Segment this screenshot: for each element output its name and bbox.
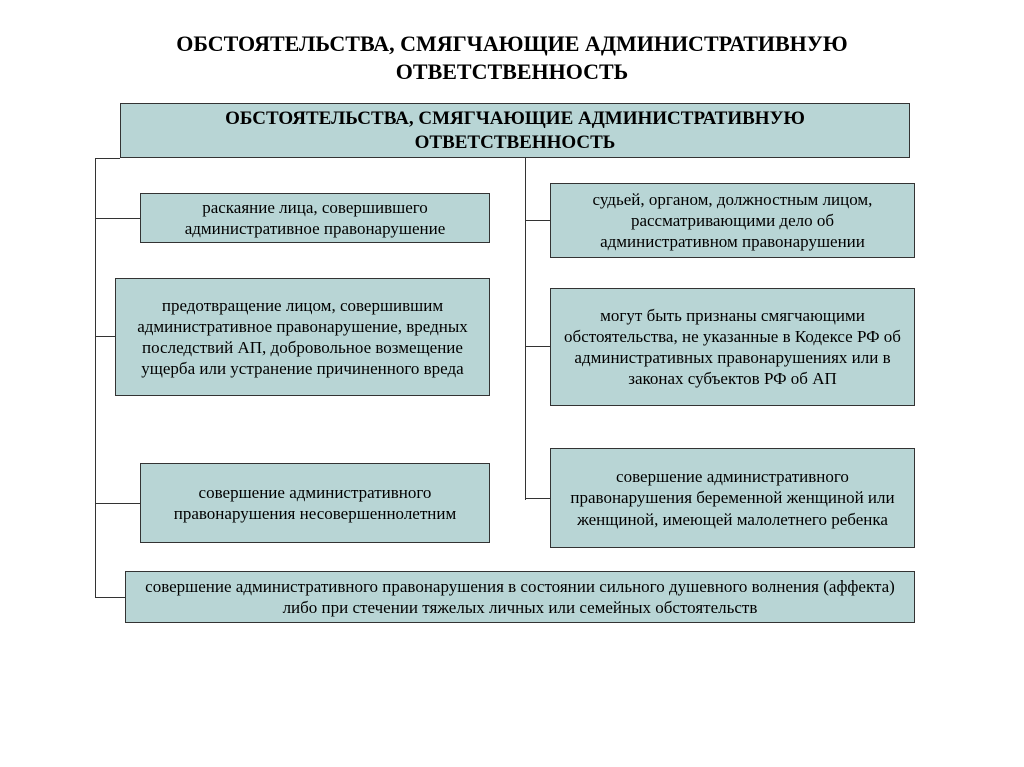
page-title: ОБСТОЯТЕЛЬСТВА, СМЯГЧАЮЩИЕ АДМИНИСТРАТИВ… <box>0 0 1024 103</box>
box-bottom: совершение административного правонаруше… <box>125 571 915 623</box>
connector <box>95 597 125 598</box>
header-box: ОБСТОЯТЕЛЬСТВА, СМЯГЧАЮЩИЕ АДМИНИСТРАТИВ… <box>120 103 910 158</box>
connector <box>95 158 96 598</box>
box-left-1: раскаяние лица, совершившего администрат… <box>140 193 490 243</box>
box-right-3: совершение административного правонаруше… <box>550 448 915 548</box>
connector <box>95 336 115 337</box>
connector <box>525 220 550 221</box>
box-right-2: могут быть признаны смягчающими обстояте… <box>550 288 915 406</box>
connector <box>95 218 140 219</box>
connector <box>525 158 526 500</box>
connector <box>95 158 120 159</box>
box-left-2: предотвращение лицом, совершившим админи… <box>115 278 490 396</box>
box-right-1: судьей, органом, должностным лицом, расс… <box>550 183 915 258</box>
connector <box>95 503 140 504</box>
connector <box>525 498 550 499</box>
diagram-container: ОБСТОЯТЕЛЬСТВА, СМЯГЧАЮЩИЕ АДМИНИСТРАТИВ… <box>0 103 1024 763</box>
connector <box>525 346 550 347</box>
box-left-3: совершение административного правонаруше… <box>140 463 490 543</box>
